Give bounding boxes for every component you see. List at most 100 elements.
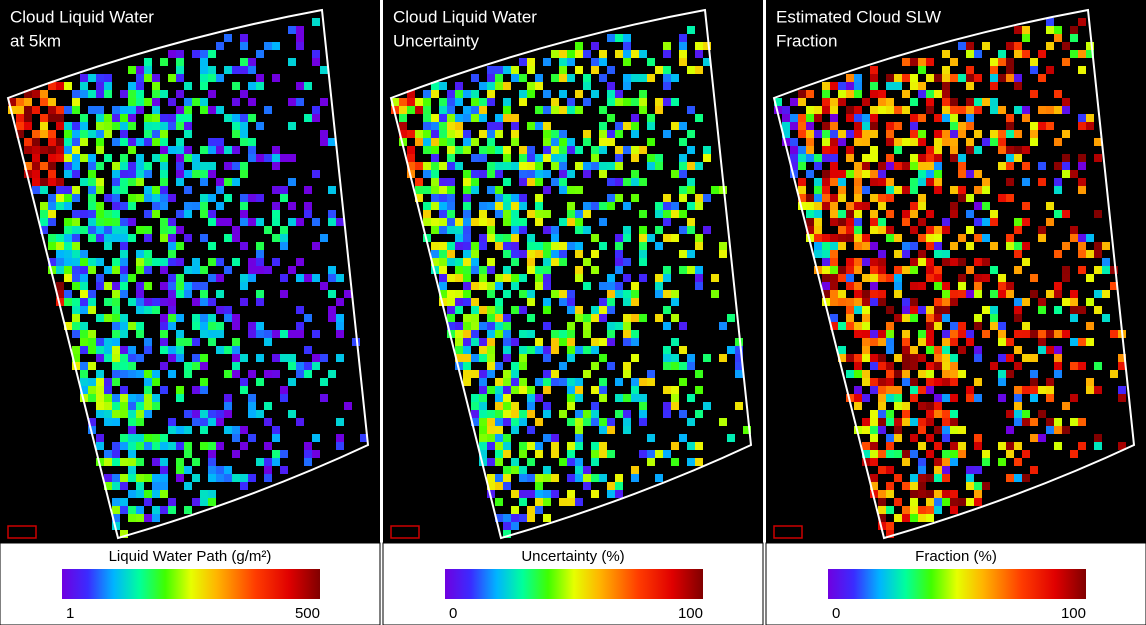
pixel	[878, 354, 886, 362]
pixel	[112, 290, 120, 298]
pixel	[543, 122, 551, 130]
pixel	[878, 402, 886, 410]
pixel	[152, 506, 160, 514]
pixel	[471, 154, 479, 162]
pixel	[120, 154, 128, 162]
pixel	[990, 66, 998, 74]
pixel	[1022, 146, 1030, 154]
pixel	[998, 458, 1006, 466]
pixel	[838, 298, 846, 306]
pixel	[248, 66, 256, 74]
pixel	[567, 218, 575, 226]
pixel	[344, 402, 352, 410]
pixel	[112, 474, 120, 482]
pixel	[463, 298, 471, 306]
pixel	[934, 314, 942, 322]
pixel	[599, 354, 607, 362]
pixel	[1046, 26, 1054, 34]
pixel	[567, 394, 575, 402]
pixel	[519, 418, 527, 426]
pixel	[96, 274, 104, 282]
pixel	[830, 282, 838, 290]
pixel	[1030, 394, 1038, 402]
pixel	[591, 306, 599, 314]
pixel	[312, 274, 320, 282]
pixel	[112, 506, 120, 514]
pixel	[1038, 338, 1046, 346]
pixel	[503, 234, 511, 242]
pixel	[240, 482, 248, 490]
pixel	[152, 186, 160, 194]
pixel	[72, 314, 80, 322]
pixel	[870, 354, 878, 362]
pixel	[790, 154, 798, 162]
pixel	[272, 146, 280, 154]
pixel	[870, 170, 878, 178]
pixel	[104, 418, 112, 426]
pixel	[336, 442, 344, 450]
pixel	[639, 226, 647, 234]
pixel	[1038, 178, 1046, 186]
pixel	[870, 290, 878, 298]
pixel	[695, 234, 703, 242]
pixel	[663, 410, 671, 418]
pixel	[543, 186, 551, 194]
pixel	[487, 338, 495, 346]
pixel	[926, 330, 934, 338]
pixel	[1062, 106, 1070, 114]
pixel	[136, 290, 144, 298]
pixel	[910, 162, 918, 170]
pixel	[934, 266, 942, 274]
pixel	[950, 154, 958, 162]
pixel	[1006, 338, 1014, 346]
pixel	[822, 122, 830, 130]
pixel	[304, 346, 312, 354]
pixel	[703, 402, 711, 410]
pixel	[527, 330, 535, 338]
pixel	[104, 154, 112, 162]
pixel	[144, 138, 152, 146]
pixel	[862, 442, 870, 450]
pixel	[575, 50, 583, 58]
pixel	[479, 410, 487, 418]
pixel	[503, 146, 511, 154]
pixel	[152, 98, 160, 106]
pixel	[144, 298, 152, 306]
pixel	[415, 98, 423, 106]
pixel	[200, 234, 208, 242]
pixel	[200, 426, 208, 434]
pixel	[136, 82, 144, 90]
pixel	[894, 370, 902, 378]
pixel	[96, 138, 104, 146]
pixel	[535, 274, 543, 282]
pixel	[663, 194, 671, 202]
pixel	[1062, 266, 1070, 274]
pixel	[128, 114, 136, 122]
pixel	[1022, 298, 1030, 306]
pixel	[192, 314, 200, 322]
pixel	[647, 234, 655, 242]
pixel	[96, 162, 104, 170]
pixel	[72, 218, 80, 226]
pixel	[1070, 314, 1078, 322]
pixel	[599, 394, 607, 402]
pixel	[894, 138, 902, 146]
pixel	[934, 138, 942, 146]
pixel	[910, 514, 918, 522]
pixel	[56, 186, 64, 194]
pixel	[471, 354, 479, 362]
pixel	[535, 394, 543, 402]
pixel	[1054, 210, 1062, 218]
pixel	[112, 322, 120, 330]
pixel	[160, 122, 168, 130]
pixel	[487, 410, 495, 418]
pixel	[942, 378, 950, 386]
pixel	[208, 466, 216, 474]
pixel	[958, 106, 966, 114]
pixel	[136, 474, 144, 482]
pixel	[559, 330, 567, 338]
pixel	[926, 434, 934, 442]
pixel	[942, 282, 950, 290]
pixel	[423, 170, 431, 178]
pixel	[567, 490, 575, 498]
